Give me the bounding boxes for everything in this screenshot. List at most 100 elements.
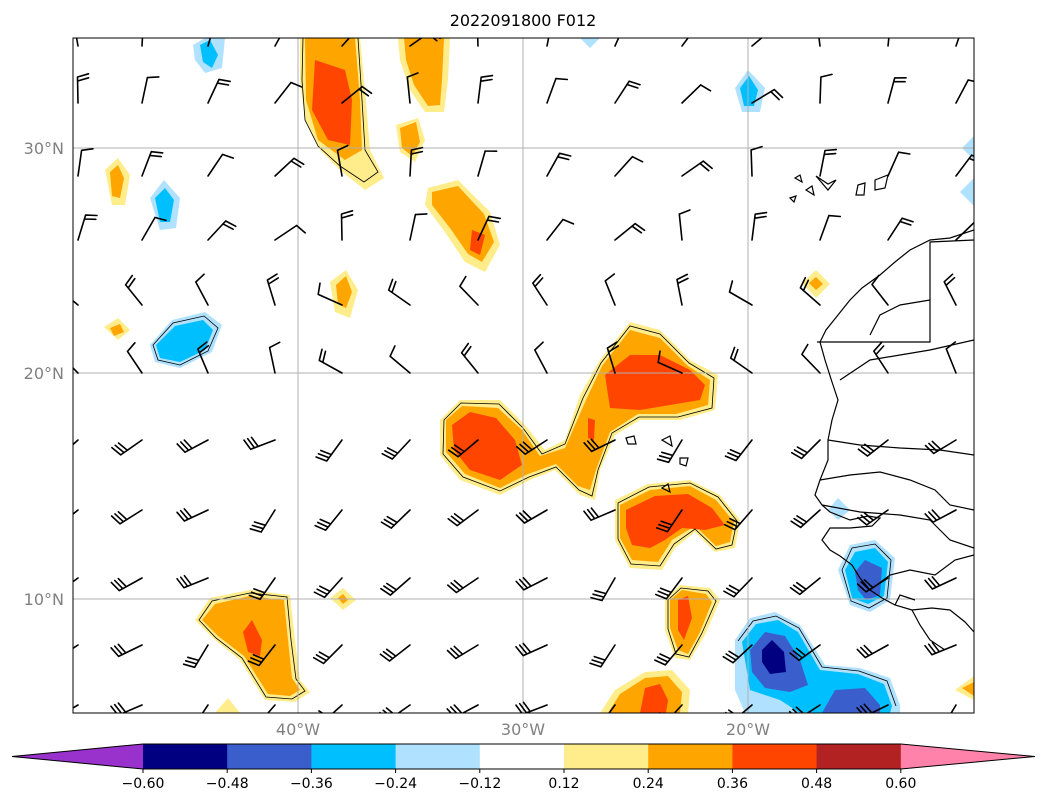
wind-barb (614, 38, 620, 47)
colorbar-extend-high (900, 744, 1035, 769)
wind-barb (515, 642, 548, 657)
wind-barb (460, 342, 479, 374)
wind-barb (657, 350, 683, 374)
wind-barb (724, 439, 753, 462)
colorbar-segment (564, 744, 649, 769)
wind-barb (583, 507, 616, 521)
wind-barb (380, 577, 411, 596)
wind-barb (124, 274, 143, 306)
wind-barb (182, 644, 209, 669)
wind-barb (655, 577, 683, 600)
wind-barb (857, 439, 889, 457)
colorbar-tick-label: 0.48 (801, 776, 832, 792)
wind-barb (790, 509, 821, 529)
wind-barb (274, 81, 303, 104)
wind-barb (801, 343, 821, 374)
wind-barb (943, 273, 957, 306)
negative-anomaly-shading (150, 38, 974, 713)
wind-barb (389, 345, 411, 374)
colorbar-tick-label: −0.48 (206, 776, 249, 792)
wind-barb (387, 278, 411, 306)
wind-barb (856, 577, 889, 593)
wind-barb (141, 150, 164, 177)
wind-barb (614, 80, 641, 104)
wind-barb (266, 273, 279, 306)
wind-barb (249, 509, 276, 533)
wind-barb (73, 366, 79, 374)
colorbar-segment (311, 744, 397, 769)
wind-barb (312, 644, 343, 665)
wind-barb (110, 702, 143, 713)
wind-barb (819, 214, 842, 241)
wind-barb (477, 74, 494, 104)
wind-barb (268, 341, 281, 374)
lon-label-30w: 30°W (501, 720, 545, 739)
wind-barb (728, 280, 753, 306)
wind-barb (788, 704, 821, 713)
wind-barb (243, 436, 276, 451)
wind-barb (141, 76, 160, 104)
lat-label-10n: 10°N (24, 590, 64, 609)
wind-barb (589, 644, 616, 668)
wind-barb (955, 38, 960, 47)
wind-barb (924, 641, 957, 656)
colorbar-segment (143, 744, 228, 769)
colorbar-tick-label: 0.24 (633, 776, 664, 792)
colorbar-segment (227, 744, 312, 769)
wind-barb (248, 577, 276, 601)
wind-barb (274, 157, 305, 177)
wind-barb (381, 439, 411, 460)
figure-title: 2022091800 F012 (450, 11, 597, 30)
wind-barb (110, 577, 143, 592)
colorbar-tick-label: −0.12 (458, 776, 501, 792)
wind-barb (887, 151, 911, 177)
wind-barb (546, 38, 550, 47)
wind-barb (924, 509, 957, 523)
wind-barb (955, 154, 974, 177)
wind-barb (751, 38, 763, 47)
wind-barb (207, 153, 235, 177)
wind-barb (819, 73, 833, 104)
wind-barb (207, 220, 237, 241)
coastline (625, 174, 974, 651)
wind-barb (195, 273, 209, 306)
lat-label-30n: 30°N (24, 139, 64, 158)
colorbar-tick-label: −0.60 (122, 776, 165, 792)
lon-label-40w: 40°W (276, 720, 320, 739)
wind-barb (583, 438, 616, 453)
wind-barb (789, 644, 821, 662)
colorbar-segment (732, 744, 818, 769)
map-panel (73, 38, 974, 713)
wind-barb (336, 144, 349, 177)
wind-barb (477, 150, 498, 177)
wind-barb (606, 341, 619, 374)
wind-barb (729, 346, 753, 374)
wind-barb (887, 217, 914, 241)
wind-barb (515, 701, 548, 713)
wind-barb (447, 577, 479, 594)
wind-barb (317, 282, 343, 306)
wind-barb (790, 439, 821, 460)
wind-barb (871, 274, 889, 306)
wind-barb (515, 509, 548, 524)
wind-barb (274, 38, 281, 47)
wind-barb (799, 276, 821, 306)
wind-barb (341, 38, 351, 47)
colorbar-tick-label: −0.36 (290, 776, 333, 792)
wind-barb (856, 703, 889, 713)
wind-barb (176, 439, 209, 453)
wind-barb (447, 439, 479, 458)
wind-barb (110, 643, 143, 658)
wind-barb (924, 439, 957, 455)
wind-barb (141, 216, 167, 241)
wind-barb (379, 704, 411, 713)
wind-barb (447, 509, 479, 527)
wind-barb (126, 342, 143, 374)
wind-barb (546, 218, 575, 241)
wind-barb (247, 644, 276, 667)
colorbar-segment (479, 744, 565, 769)
wind-barb (313, 577, 343, 599)
wind-barb (887, 77, 907, 104)
wind-barb (681, 38, 689, 47)
